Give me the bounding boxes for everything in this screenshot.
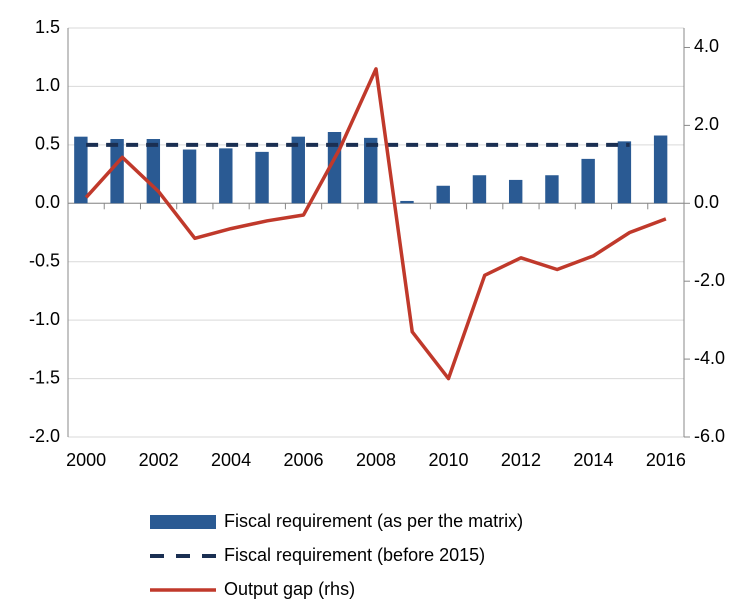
bar xyxy=(255,151,269,204)
line xyxy=(84,67,667,381)
x-tick-label: 2000 xyxy=(66,450,106,470)
bar xyxy=(110,139,124,204)
y-tick-label: 1.0 xyxy=(35,75,60,95)
y-tick-label: -0.5 xyxy=(29,250,60,270)
bar xyxy=(74,136,88,204)
bar xyxy=(364,137,378,204)
x-tick-label: 2010 xyxy=(428,450,468,470)
y2-tick-label: 0.0 xyxy=(694,192,719,212)
x-tick-label: 2006 xyxy=(284,450,324,470)
bar xyxy=(182,149,197,204)
bar xyxy=(508,179,523,204)
y-tick-label: 0.5 xyxy=(35,134,60,154)
x-tick-label: 2008 xyxy=(356,450,396,470)
bar xyxy=(653,135,668,204)
bar xyxy=(472,175,487,204)
y-tick-label: -1.0 xyxy=(29,309,60,329)
bar xyxy=(219,148,233,204)
y2-tick-label: -2.0 xyxy=(694,270,725,290)
bar xyxy=(291,136,305,204)
y2-tick-label: 2.0 xyxy=(694,114,719,134)
x-tick-label: 2004 xyxy=(211,450,251,470)
bar xyxy=(617,141,632,204)
legend-swatch xyxy=(150,515,216,529)
bar xyxy=(146,139,161,204)
bar xyxy=(436,185,450,204)
legend-label: Fiscal requirement (as per the matrix) xyxy=(224,511,523,531)
x-tick-label: 2016 xyxy=(646,450,686,470)
x-tick-label: 2012 xyxy=(501,450,541,470)
bar xyxy=(545,175,559,204)
y2-tick-label: -6.0 xyxy=(694,426,725,446)
bar xyxy=(581,158,595,204)
bar xyxy=(400,200,414,204)
x-tick-label: 2014 xyxy=(573,450,613,470)
y2-tick-label: 4.0 xyxy=(694,36,719,56)
y-tick-label: -2.0 xyxy=(29,426,60,446)
y-tick-label: -1.5 xyxy=(29,367,60,387)
legend-label: Fiscal requirement (before 2015) xyxy=(224,545,485,565)
x-tick-label: 2002 xyxy=(139,450,179,470)
y-tick-label: 1.5 xyxy=(35,17,60,37)
legend-label: Output gap (rhs) xyxy=(224,579,355,599)
y2-tick-label: -4.0 xyxy=(694,348,725,368)
y-tick-label: 0.0 xyxy=(35,192,60,212)
